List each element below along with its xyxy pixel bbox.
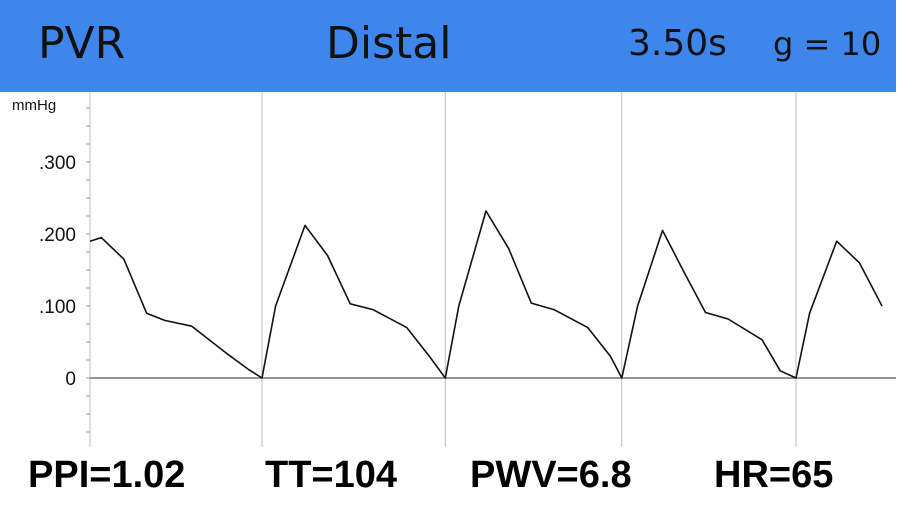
header-mode: Distal bbox=[326, 18, 452, 69]
y-tick-label: .100 bbox=[39, 297, 76, 318]
pvr-waveform-chart: .300 .200 .100 0 mmHg bbox=[12, 92, 896, 447]
y-tick-label: .200 bbox=[39, 225, 76, 246]
header-title: PVR bbox=[38, 18, 126, 69]
gain-value: g = 10 bbox=[773, 25, 882, 63]
header-bar: PVR Distal 3.50s g = 10 bbox=[0, 0, 896, 92]
hr-readout: HR=65 bbox=[714, 454, 834, 496]
sweep-time: 3.50s bbox=[628, 23, 727, 64]
pwv-readout: PWV=6.8 bbox=[470, 454, 632, 496]
pvr-waveform-line bbox=[89, 210, 883, 379]
y-axis-label: mmHg bbox=[12, 97, 56, 114]
ppi-readout: PPI=1.02 bbox=[28, 454, 186, 496]
y-tick-label: .300 bbox=[39, 153, 76, 174]
y-tick-label: 0 bbox=[65, 369, 76, 390]
tt-readout: TT=104 bbox=[265, 454, 398, 496]
